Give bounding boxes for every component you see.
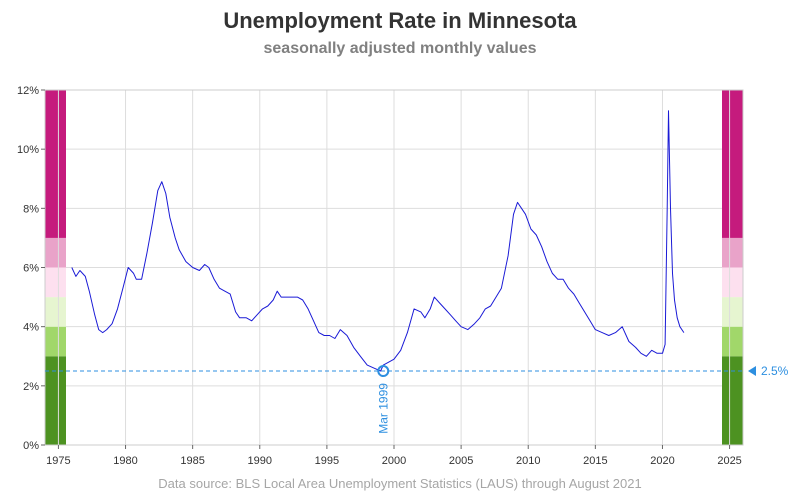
left-band-3 [45, 267, 66, 298]
chart-title: Unemployment Rate in Minnesota [223, 8, 577, 33]
y-tick-label: 6% [23, 263, 39, 275]
x-tick-label: 1985 [180, 455, 204, 467]
y-tick-label: 12% [17, 85, 39, 97]
x-tick-label: 2010 [516, 455, 540, 467]
right-band-4 [722, 237, 743, 268]
x-tick-label: 2005 [449, 455, 473, 467]
chart-subtitle: seasonally adjusted monthly values [263, 40, 537, 57]
x-axis-ticks: 1975 1980 1985 1990 1995 2000 2005 2010 2015 2020… [46, 445, 742, 467]
left-band-4 [45, 237, 66, 268]
right-band-1 [722, 326, 743, 357]
series-group [71, 110, 685, 372]
x-tick-label: 2020 [650, 455, 674, 467]
x-tick-label: 1990 [248, 455, 272, 467]
y-tick-label: 2% [23, 381, 39, 393]
series-line [71, 110, 685, 372]
reference-arrow-icon [748, 366, 756, 377]
left-band-1 [45, 326, 66, 357]
reference-line-group: 2.5% [45, 364, 789, 378]
right-band-5 [722, 90, 743, 238]
right-band-3 [722, 267, 743, 298]
chart-grid [57, 89, 731, 446]
reference-label: 2.5% [761, 364, 789, 378]
side-color-bands [45, 90, 743, 445]
x-tick-label: 1975 [46, 455, 70, 467]
x-tick-label: 2015 [583, 455, 607, 467]
left-band-2 [45, 297, 66, 327]
min-point-marker [377, 365, 390, 378]
left-band-0 [45, 356, 66, 445]
right-band-2 [722, 297, 743, 327]
y-tick-label: 10% [17, 144, 39, 156]
annotations-group: Mar 1999 [376, 365, 390, 434]
y-axis-ticks: 0% 2% 4% 6% 8% 10% 12% [17, 85, 45, 452]
data-source-note: Data source: BLS Local Area Unemployment… [158, 476, 642, 491]
y-tick-label: 8% [23, 203, 39, 215]
x-tick-label: 1995 [315, 455, 339, 467]
x-tick-label: 1980 [113, 455, 137, 467]
right-band-0 [722, 356, 743, 445]
left-band-5 [45, 90, 66, 238]
min-point-label: Mar 1999 [376, 383, 390, 434]
x-tick-label: 2000 [382, 455, 406, 467]
x-tick-label: 2025 [717, 455, 741, 467]
y-tick-label: 4% [23, 322, 39, 334]
y-tick-label: 0% [23, 440, 39, 452]
